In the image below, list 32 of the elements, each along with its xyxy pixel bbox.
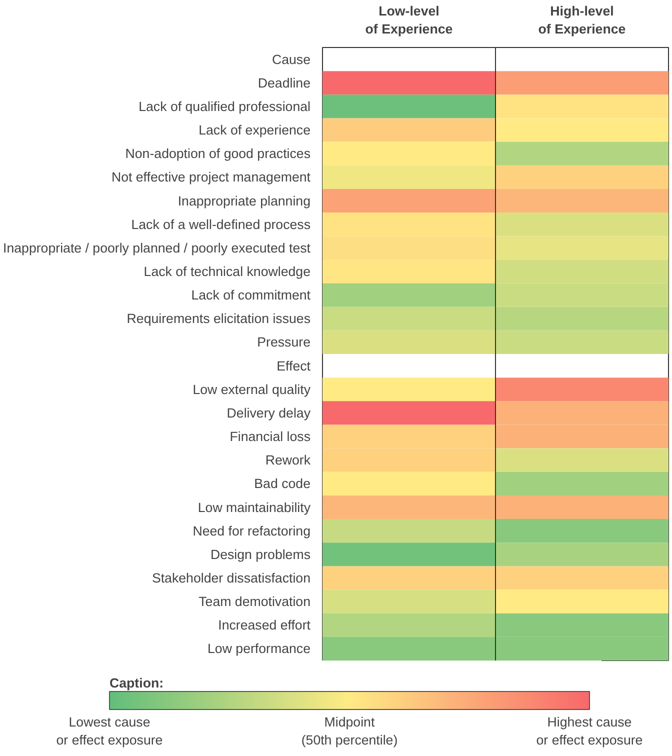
y-tick-label: Lack of qualified professional (138, 98, 311, 114)
y-tick-label: Not effective project management (111, 170, 311, 185)
y-tick-label: Stakeholder dissatisfaction (152, 570, 310, 586)
y-tick-label: Deadline (258, 75, 311, 90)
color-bar-label: Highest cause or effect exposure (536, 714, 643, 748)
y-tick-label: Low performance (208, 641, 311, 656)
color-bar-label: Midpoint (50th percentile) (301, 714, 398, 748)
color-bar-label: Lowest cause or effect exposure (56, 714, 163, 748)
y-tick-label: Cause (272, 52, 311, 67)
y-tick-label: Lack of experience (198, 122, 311, 138)
y-tick-label: Need for refactoring (192, 523, 311, 538)
y-tick-label: Design problems (210, 546, 311, 562)
y-tick-label: Bad code (254, 476, 311, 492)
y-tick-label: Low maintainability (198, 500, 311, 515)
y-tick-label: Team demotivation (198, 594, 311, 610)
x-tick-label: High-level of Experience (538, 4, 626, 36)
y-tick-label: Increased effort (218, 618, 311, 633)
y-tick-label: Lack of commitment (191, 288, 311, 303)
y-tick-label: Financial loss (230, 429, 311, 444)
color-bar-title: Caption: (110, 676, 164, 690)
y-tick-label: Inappropriate / poorly planned / poorly executed test (3, 240, 311, 256)
y-tick-label: Inappropriate planning (178, 193, 311, 208)
y-tick-label: Pressure (257, 334, 311, 350)
y-tick-label: Non-adoption of good practices (125, 146, 311, 162)
y-tick-label: Effect (276, 358, 311, 374)
y-tick-label: Low external quality (192, 382, 311, 397)
y-tick-label: Lack of technical knowledge (144, 264, 311, 279)
x-tick-label: Low-level of Experience (365, 4, 453, 36)
y-tick-label: Rework (265, 452, 311, 468)
y-tick-label: Delivery delay (226, 405, 311, 420)
y-tick-label: Lack of a well-defined process (131, 216, 311, 232)
y-tick-label: Requirements elicitation issues (126, 311, 311, 326)
